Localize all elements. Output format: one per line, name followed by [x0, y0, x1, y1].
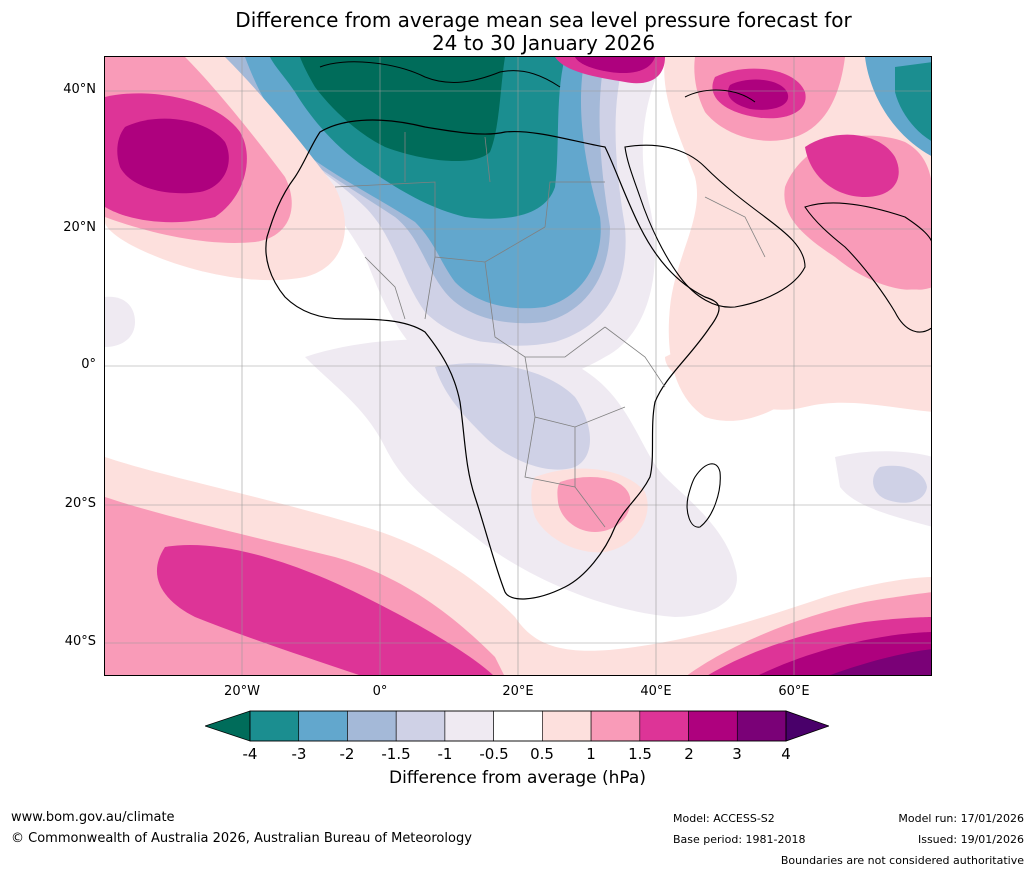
model-run: Model run: 17/01/2026: [898, 812, 1024, 825]
model-name: Model: ACCESS-S2: [673, 812, 775, 825]
colorbar-tick: 2: [684, 745, 694, 763]
country-borders: [334, 132, 766, 528]
lon-label-20e: 20°E: [502, 684, 534, 699]
colorbar-tick: 1.5: [628, 745, 652, 763]
colorbar-label: Difference from average (hPa): [389, 768, 646, 788]
colorbar-tick: -0.5: [479, 745, 509, 763]
colorbar-tick: -4: [242, 745, 258, 763]
colorbar-tick: -2: [339, 745, 355, 763]
colorbar-tick: -1.5: [381, 745, 411, 763]
colorbar-under-arrow: [203, 710, 251, 742]
colorbar-bin: [590, 710, 641, 742]
boundaries-disclaimer: Boundaries are not considered authoritat…: [780, 854, 1024, 867]
colorbar-svg: [203, 710, 831, 742]
graticule: [105, 57, 931, 675]
colorbar-tick: 4: [781, 745, 791, 763]
lon-label-20w: 20°W: [224, 684, 260, 699]
madagascar: [686, 463, 721, 528]
lon-label-0: 0°: [372, 684, 388, 699]
colorbar-bin: [493, 710, 543, 742]
colorbar-over-arrow: [785, 710, 831, 742]
negative-anomaly-darkteal: [300, 57, 505, 162]
lon-label-40e: 40°E: [640, 684, 672, 699]
lat-label-40n: 40°N: [63, 82, 96, 97]
colorbar-tick: -3: [291, 745, 307, 763]
colorbar-bin: [249, 710, 300, 742]
colorbar-bin: [639, 710, 689, 742]
southern-positive-magenta: [156, 545, 493, 675]
colorbar-bin: [444, 710, 494, 742]
lon-label-60e: 60°E: [778, 684, 810, 699]
issued-date: Issued: 19/01/2026: [917, 833, 1024, 846]
lat-label-20s: 20°S: [64, 496, 96, 511]
equatorial-lavender: [305, 339, 737, 617]
base-period: Base period: 1981-2018: [673, 833, 806, 846]
colorbar-tick: 0.5: [530, 745, 554, 763]
colorbar-bin: [688, 710, 738, 742]
colorbar-bin: [298, 710, 348, 742]
colorbar-bin: [736, 710, 787, 742]
colorbar-bin: [542, 710, 592, 742]
arabia-coastline: [624, 144, 806, 308]
colorbar-tick: 3: [732, 745, 742, 763]
colorbar-bin: [395, 710, 446, 742]
africa-coastline: [265, 119, 720, 600]
map-title: Difference from average mean sea level p…: [235, 8, 852, 55]
colorbar: [203, 710, 831, 770]
copyright: © Commonwealth of Australia 2026, Austra…: [11, 831, 472, 846]
map-canvas: [105, 57, 931, 675]
lat-label-40s: 40°S: [64, 634, 96, 649]
atlantic-high-core: [117, 118, 229, 194]
colorbar-tick: 1: [586, 745, 596, 763]
colorbar-tick: -1: [437, 745, 453, 763]
colorbar-bin: [347, 710, 397, 742]
lat-label-equator: 0°: [81, 357, 96, 372]
india-coastline: [804, 202, 931, 333]
site-url: www.bom.gov.au/climate: [11, 810, 175, 825]
pressure-anomaly-map: [104, 56, 932, 676]
lat-label-20n: 20°N: [63, 220, 96, 235]
